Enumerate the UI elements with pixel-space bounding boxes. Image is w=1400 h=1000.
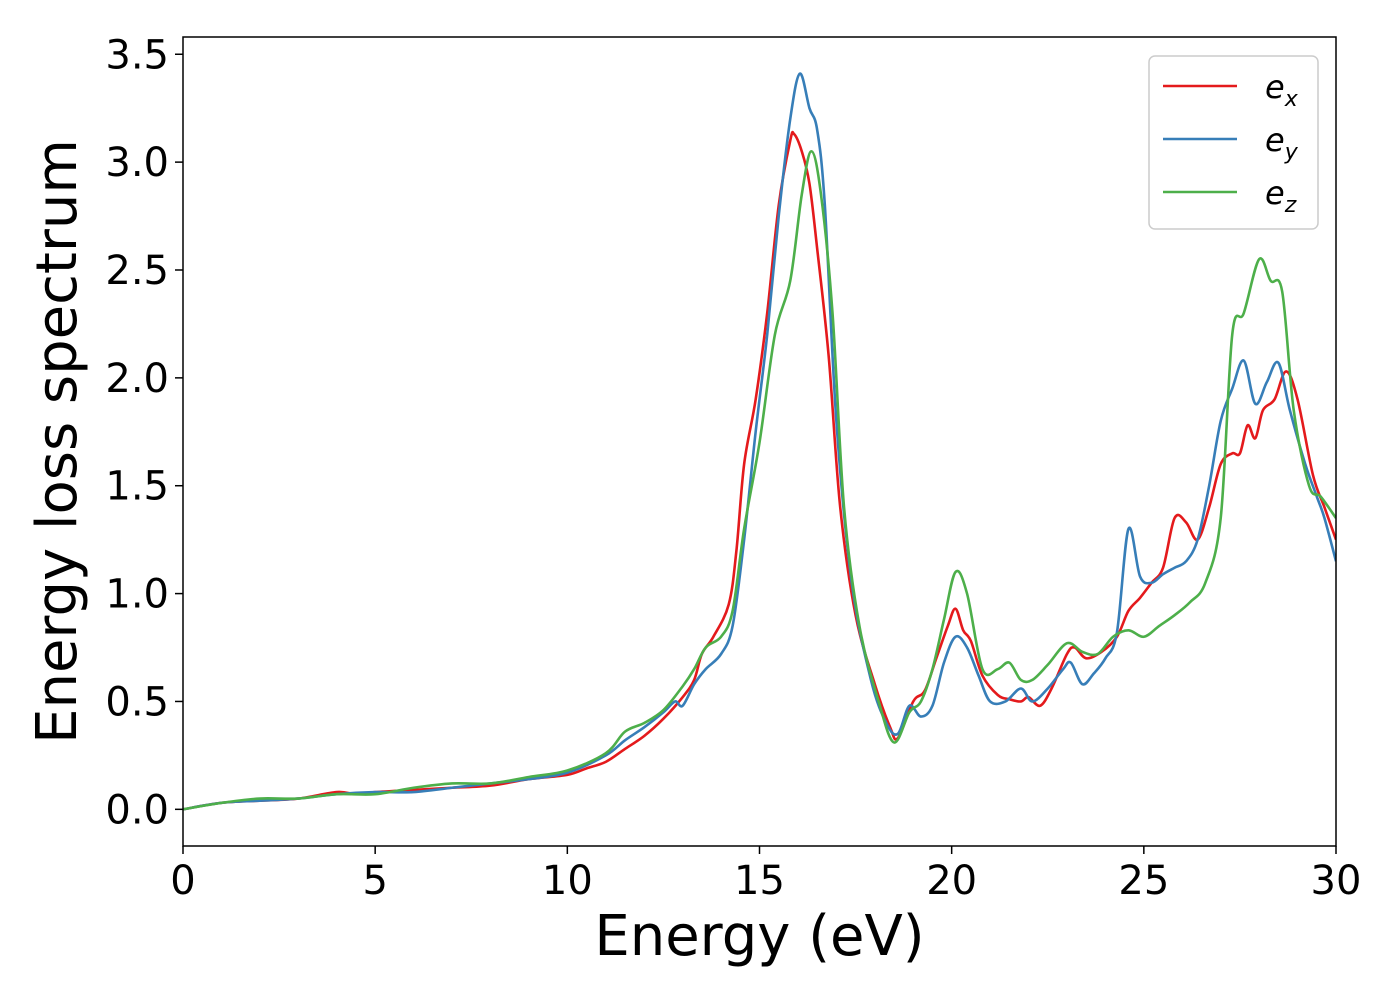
- legend-box: [1148, 55, 1319, 230]
- legend-label: ey: [1265, 121, 1299, 165]
- y-tick-label: 0.5: [105, 679, 169, 725]
- legend: ex ey ez: [1148, 55, 1319, 230]
- y-tick-label: 1.0: [105, 572, 169, 618]
- x-tick-label: 0: [170, 858, 195, 904]
- y-axis: 0.0 0.5 1.0 1.5 2.0 2.5 3.0 3.5: [105, 32, 183, 833]
- x-axis-title: Energy (eV): [594, 904, 924, 969]
- series-line-ey: [183, 72, 1336, 811]
- x-tick-label: 25: [1118, 858, 1169, 904]
- x-tick-label: 30: [1311, 858, 1362, 904]
- y-tick-label: 0.0: [105, 787, 169, 833]
- x-tick-label: 10: [542, 858, 593, 904]
- legend-label: ex: [1265, 68, 1299, 112]
- plot-area: [183, 72, 1336, 811]
- x-axis: 0 5 10 15 20 25 30: [170, 846, 1361, 904]
- y-tick-label: 2.5: [105, 248, 169, 294]
- y-tick-label: 2.0: [105, 356, 169, 402]
- y-tick-label: 3.5: [105, 32, 169, 78]
- y-tick-label: 1.5: [105, 464, 169, 510]
- x-tick-label: 15: [734, 858, 785, 904]
- legend-label: ez: [1265, 174, 1297, 218]
- series-line-ez: [183, 150, 1336, 811]
- x-tick-label: 5: [362, 858, 387, 904]
- x-tick-label: 20: [926, 858, 977, 904]
- y-axis-title: Energy loss spectrum: [25, 139, 90, 744]
- y-tick-label: 3.0: [105, 140, 169, 186]
